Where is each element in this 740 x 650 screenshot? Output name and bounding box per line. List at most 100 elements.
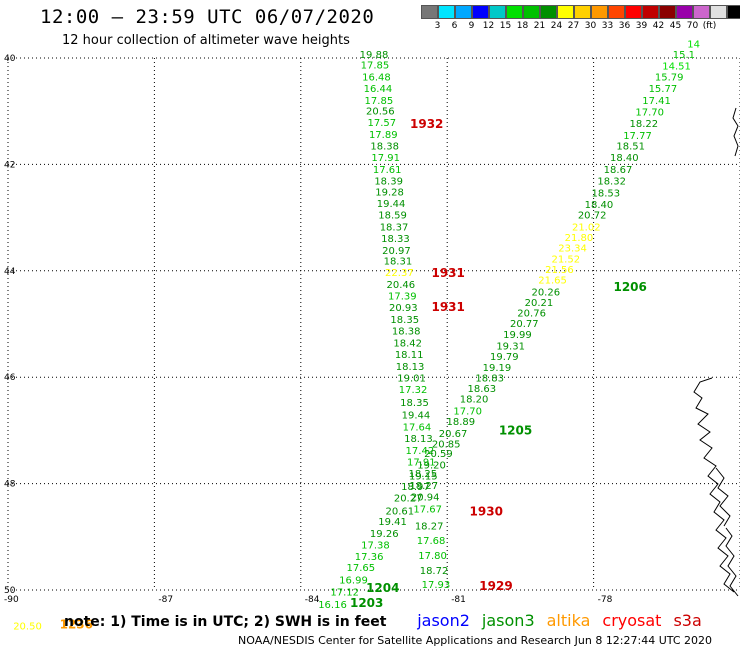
page-subtitle: 12 hour collection of altimeter wave hei…	[62, 33, 350, 48]
wave-height-label: 16.48	[362, 72, 391, 83]
pass-time-label: 1931	[431, 266, 464, 280]
wave-height-label: 20.77	[510, 319, 539, 330]
wave-height-label: 18.11	[395, 350, 424, 361]
legend-swatch	[727, 5, 740, 19]
wave-height-label: 20.27	[394, 494, 423, 505]
wave-height-label: 21.02	[572, 222, 601, 233]
note-text: note: 1) Time is in UTC; 2) SWH is in fe…	[64, 614, 387, 630]
legend-tick-label: 36	[618, 21, 631, 31]
wave-height-label: 17.38	[361, 541, 390, 552]
wave-height-label: 17.80	[418, 551, 447, 562]
wave-height-label: 17.61	[373, 165, 402, 176]
wave-height-label: 18.27	[415, 521, 444, 532]
wave-height-label: 14	[687, 39, 700, 50]
wave-height-label: 17.93	[422, 580, 451, 591]
legend-tick-label: (ft)	[702, 21, 717, 31]
satellite-name: cryosat	[602, 611, 662, 630]
wave-height-label: 16.44	[364, 84, 393, 95]
wave-height-label: 17.12	[330, 587, 359, 598]
legend-tick-label: 27	[567, 21, 580, 31]
wave-height-label: 18.89	[447, 417, 476, 428]
lat-label: 42	[4, 160, 15, 170]
legend-tick-label: 3	[434, 21, 441, 31]
coastline-segment	[715, 467, 731, 527]
wave-height-label: 18.42	[393, 338, 422, 349]
wave-height-label: 19.15	[409, 471, 438, 482]
satellite-name: altika	[546, 611, 591, 630]
lat-label: 46	[4, 373, 16, 383]
legend-swatch	[574, 5, 591, 19]
legend-swatch	[506, 5, 523, 19]
lat-label: 50	[4, 586, 16, 596]
wave-height-label: 19.19	[483, 363, 512, 374]
wave-height-label: 21.65	[538, 276, 567, 287]
legend-swatches	[421, 5, 740, 19]
legend-tick-label: 70	[686, 21, 699, 31]
wave-height-label: 18.38	[370, 142, 399, 153]
pass-time-label: 1236	[60, 617, 93, 631]
wave-height-label: 17.65	[347, 563, 376, 574]
wave-height-label: 18.63	[468, 384, 497, 395]
wave-height-label: 20.50	[13, 621, 42, 632]
wave-height-label: 17.32	[399, 385, 428, 396]
wave-height-label: 16.16	[318, 600, 347, 611]
wave-height-label: 18.13	[404, 434, 433, 445]
wave-height-label: 19.31	[496, 342, 525, 353]
wave-height-label: 19.01	[397, 373, 426, 384]
wave-height-label: 17.85	[361, 61, 390, 72]
legend-swatch	[540, 5, 557, 19]
legend-tick-label: 33	[601, 21, 614, 31]
wave-height-label: 20.56	[366, 106, 395, 117]
pass-time-label: 1929	[479, 579, 512, 593]
lat-label: 40	[4, 54, 16, 64]
wave-height-label: 23.34	[558, 244, 587, 255]
wave-height-label: 20.97	[382, 246, 411, 257]
wave-height-label: 18.25	[408, 469, 437, 480]
lat-label: 48	[4, 480, 16, 490]
wave-height-label: 20.67	[439, 429, 468, 440]
wave-height-label: 19.44	[377, 199, 406, 210]
legend-tick-label: 12	[482, 21, 495, 31]
legend-swatch	[523, 5, 540, 19]
coastline-segment	[732, 107, 739, 157]
legend-tick-label: 21	[533, 21, 546, 31]
legend-swatch	[472, 5, 489, 19]
wave-height-label: 14.51	[662, 62, 691, 73]
wave-height-label: 17.57	[367, 118, 396, 129]
satellite-name: jason2	[417, 611, 470, 630]
wave-height-label: 15.79	[655, 72, 684, 83]
wave-height-label: 18.40	[610, 153, 639, 164]
wave-height-label: 17.42	[406, 446, 435, 457]
coastline-segment	[725, 527, 739, 597]
wave-height-label: 20.21	[525, 298, 554, 309]
wave-height-label: 20.94	[411, 493, 440, 504]
legend-swatch	[659, 5, 676, 19]
wave-height-label: 19.20	[417, 461, 446, 472]
legend-tick-label: 45	[669, 21, 682, 31]
footer-credit: NOAA/NESDIS Center for Satellite Applica…	[238, 634, 713, 647]
wave-height-label: 20.93	[389, 303, 418, 314]
wave-height-label: 17.64	[403, 422, 432, 433]
lon-label: -90	[4, 595, 19, 605]
legend-swatch	[455, 5, 472, 19]
legend-swatch	[710, 5, 727, 19]
wave-height-label: 18.22	[630, 119, 659, 130]
wave-height-label: 18.32	[597, 177, 626, 188]
wave-height-label: 18.40	[585, 200, 614, 211]
wave-height-label: 15.77	[649, 84, 678, 95]
legend-swatch	[421, 5, 438, 19]
wave-height-label: 20.85	[432, 439, 461, 450]
legend-tick-label: 42	[652, 21, 665, 31]
legend-tick-label: 9	[468, 21, 475, 31]
wave-height-label: 15.1	[673, 50, 695, 61]
wave-height-label: 19.99	[503, 330, 532, 341]
legend-tick-label: 18	[516, 21, 529, 31]
lon-label: -78	[598, 595, 613, 605]
wave-height-label: 22.37	[385, 268, 414, 279]
wave-height-label: 18.27	[409, 481, 438, 492]
wave-height-label: 18.59	[378, 211, 407, 222]
wave-height-label: 18.53	[591, 188, 620, 199]
lat-label: 44	[4, 267, 16, 277]
